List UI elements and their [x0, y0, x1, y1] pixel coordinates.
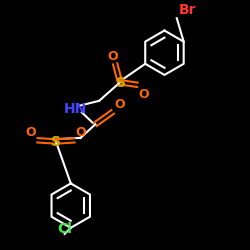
Text: S: S	[116, 76, 126, 90]
Text: O: O	[76, 126, 86, 139]
Text: O: O	[26, 126, 36, 139]
Text: HN: HN	[64, 102, 87, 117]
Text: Cl: Cl	[57, 222, 72, 236]
Text: S: S	[52, 135, 62, 149]
Text: O: O	[114, 98, 124, 111]
Text: O: O	[107, 50, 118, 62]
Text: O: O	[138, 88, 149, 102]
Text: Br: Br	[179, 3, 197, 17]
